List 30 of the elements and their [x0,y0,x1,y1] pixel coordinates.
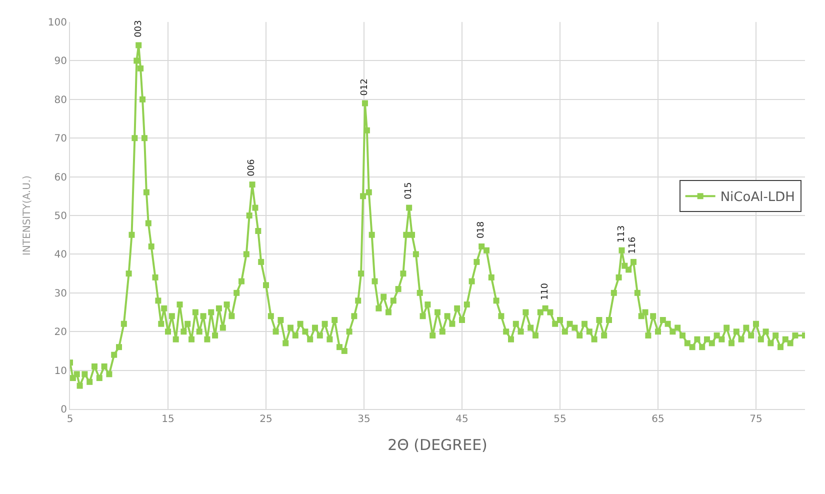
y-tick-label: 70 [54,134,67,145]
annotation: 018 [476,221,487,239]
y-tick-label: 30 [54,288,67,300]
y-tick-label: 100 [48,18,67,28]
y-tick-label: 40 [54,250,67,261]
x-tick-label: 35 [358,414,370,425]
annotation: 006 [247,158,258,176]
y-tick-label: 90 [54,56,67,68]
y-tick-label: 20 [54,327,67,338]
x-axis-title: 2Θ (DEGREE) [388,436,488,454]
y-tick-label: 0 [60,404,67,416]
x-tick-label: 15 [162,414,174,425]
x-tick-label: 5 [66,414,74,425]
annotation: 113 [616,225,627,243]
annotation: 012 [360,78,370,96]
y-tick-label: 50 [54,211,67,222]
annotation: 110 [540,282,550,300]
annotation: 116 [628,236,638,254]
x-tick-label: 55 [554,414,566,425]
x-tick-label: 75 [750,414,762,425]
x-tick-label: 25 [260,414,272,425]
y-tick-label: 10 [54,366,67,377]
x-tick-label: 65 [652,414,664,425]
annotation: 015 [404,182,414,200]
x-tick-label: 45 [456,414,468,425]
y-axis-title: INTENSITY(A.U.) [22,175,33,256]
y-tick-label: 60 [54,172,67,184]
legend-label: NiCoAl-LDH [720,190,795,206]
annotation: 003 [134,20,144,38]
y-tick-label: 80 [54,94,67,106]
